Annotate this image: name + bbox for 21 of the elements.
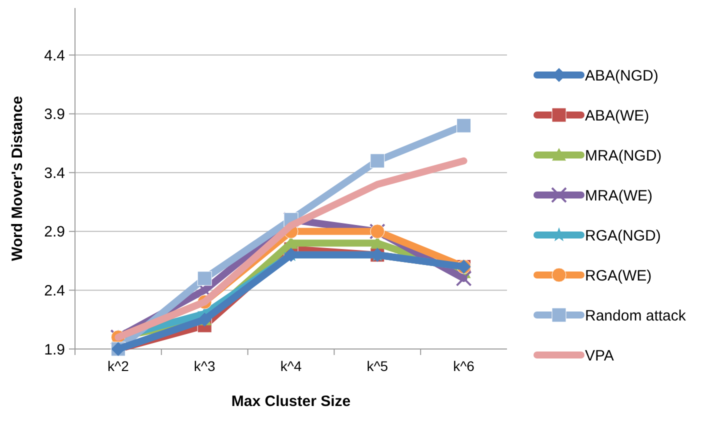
legend-label: ABA(WE) — [585, 107, 650, 124]
legend-label: MRA(WE) — [585, 187, 652, 204]
y-tick-label: 1.9 — [44, 341, 65, 358]
y-tick-label: 4.4 — [44, 47, 65, 64]
x-tick-label: k^6 — [453, 358, 475, 374]
x-tick-label: k^4 — [280, 358, 302, 374]
y-tick-label: 2.4 — [44, 282, 65, 300]
legend-label: MRA(NGD) — [585, 147, 662, 164]
y-tick-label: 3.4 — [44, 164, 65, 182]
legend-label: ABA(NGD) — [585, 67, 658, 84]
x-tick-label: k^5 — [366, 358, 388, 374]
x-tick-label: k^2 — [108, 358, 130, 374]
legend-label: RGA(NGD) — [585, 227, 661, 244]
y-axis-title: Word Mover's Distance — [9, 96, 26, 261]
y-tick-label: 3.9 — [44, 106, 65, 124]
legend-label: VPA — [585, 347, 614, 364]
x-axis-title: Max Cluster Size — [231, 393, 351, 410]
legend-label: Random attack — [585, 307, 686, 324]
x-tick-label: k^3 — [194, 358, 216, 374]
y-tick-label: 2.9 — [44, 224, 65, 241]
legend-label: RGA(WE) — [585, 267, 652, 284]
